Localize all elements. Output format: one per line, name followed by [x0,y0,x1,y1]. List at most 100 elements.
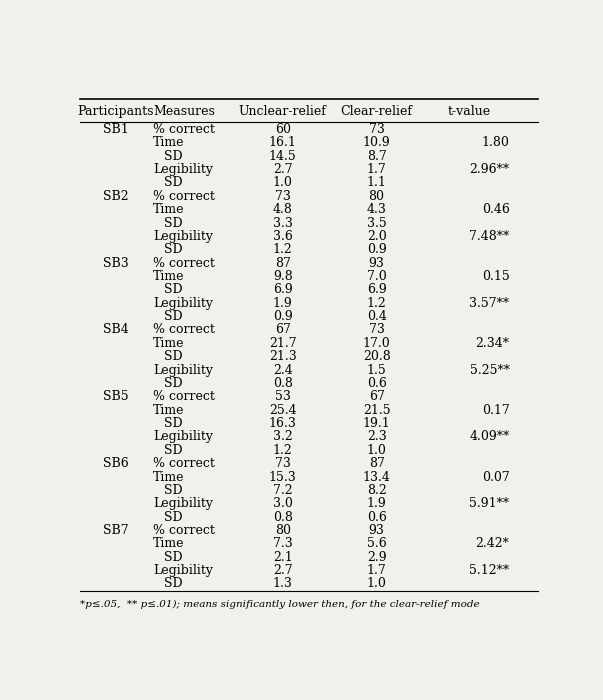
Text: 3.2: 3.2 [273,430,292,443]
Text: Legibility: Legibility [153,564,213,577]
Text: 3.57**: 3.57** [469,297,510,310]
Text: 6.9: 6.9 [367,284,387,296]
Text: 1.5: 1.5 [367,363,387,377]
Text: 1.0: 1.0 [367,578,387,591]
Text: 1.0: 1.0 [273,176,292,190]
Text: 5.12**: 5.12** [469,564,510,577]
Text: 0.4: 0.4 [367,310,387,323]
Text: SB3: SB3 [103,257,128,270]
Text: *p≤.05,  ** p≤.01); means significantly lower then, for the clear-relief mode: *p≤.05, ** p≤.01); means significantly l… [80,601,479,610]
Text: 3.3: 3.3 [273,216,292,230]
Text: 1.3: 1.3 [273,578,292,591]
Text: 2.3: 2.3 [367,430,387,443]
Text: SD: SD [164,310,183,323]
Text: Time: Time [153,270,185,283]
Text: SD: SD [164,551,183,564]
Text: t-value: t-value [448,105,491,118]
Text: 14.5: 14.5 [269,150,297,162]
Text: Legibility: Legibility [153,297,213,310]
Text: 4.3: 4.3 [367,203,387,216]
Text: Clear-relief: Clear-relief [341,105,412,118]
Text: Legibility: Legibility [153,497,213,510]
Text: 0.6: 0.6 [367,377,387,390]
Text: 2.34*: 2.34* [476,337,510,350]
Text: 0.46: 0.46 [482,203,510,216]
Text: 7.0: 7.0 [367,270,387,283]
Text: Participants: Participants [77,105,154,118]
Text: Time: Time [153,136,185,149]
Text: SD: SD [164,176,183,190]
Text: 53: 53 [275,391,291,403]
Text: 73: 73 [368,123,385,136]
Text: Unclear-relief: Unclear-relief [239,105,327,118]
Text: 0.6: 0.6 [367,510,387,524]
Text: % correct: % correct [153,257,215,270]
Text: 1.9: 1.9 [367,497,387,510]
Text: 3.5: 3.5 [367,216,387,230]
Text: 73: 73 [275,457,291,470]
Text: 2.0: 2.0 [367,230,387,243]
Text: 0.17: 0.17 [482,404,510,416]
Text: % correct: % correct [153,323,215,337]
Text: 87: 87 [368,457,385,470]
Text: 1.1: 1.1 [367,176,387,190]
Text: 1.9: 1.9 [273,297,292,310]
Text: 21.7: 21.7 [269,337,297,350]
Text: 2.4: 2.4 [273,363,292,377]
Text: Time: Time [153,404,185,416]
Text: Time: Time [153,538,185,550]
Text: 19.1: 19.1 [363,417,391,430]
Text: 16.3: 16.3 [269,417,297,430]
Text: 2.7: 2.7 [273,163,292,176]
Text: 5.6: 5.6 [367,538,387,550]
Text: 4.09**: 4.09** [469,430,510,443]
Text: 15.3: 15.3 [269,470,297,484]
Text: Time: Time [153,203,185,216]
Text: 21.5: 21.5 [363,404,390,416]
Text: Legibility: Legibility [153,363,213,377]
Text: 1.0: 1.0 [367,444,387,457]
Text: % correct: % correct [153,524,215,537]
Text: SB7: SB7 [103,524,128,537]
Text: Time: Time [153,470,185,484]
Text: 2.96**: 2.96** [469,163,510,176]
Text: 6.9: 6.9 [273,284,292,296]
Text: Time: Time [153,337,185,350]
Text: 93: 93 [368,257,385,270]
Text: 0.9: 0.9 [367,244,387,256]
Text: SD: SD [164,150,183,162]
Text: 7.48**: 7.48** [469,230,510,243]
Text: 67: 67 [368,391,385,403]
Text: 9.8: 9.8 [273,270,292,283]
Text: 80: 80 [368,190,385,203]
Text: 25.4: 25.4 [269,404,297,416]
Text: SD: SD [164,244,183,256]
Text: Legibility: Legibility [153,163,213,176]
Text: 93: 93 [368,524,385,537]
Text: 80: 80 [275,524,291,537]
Text: SB5: SB5 [103,391,128,403]
Text: 8.2: 8.2 [367,484,387,497]
Text: 10.9: 10.9 [363,136,391,149]
Text: Legibility: Legibility [153,230,213,243]
Text: 5.25**: 5.25** [470,363,510,377]
Text: 3.6: 3.6 [273,230,292,243]
Text: % correct: % correct [153,391,215,403]
Text: 2.1: 2.1 [273,551,292,564]
Text: 8.7: 8.7 [367,150,387,162]
Text: 2.9: 2.9 [367,551,387,564]
Text: 1.7: 1.7 [367,564,387,577]
Text: Measures: Measures [153,105,215,118]
Text: SD: SD [164,444,183,457]
Text: 73: 73 [368,323,385,337]
Text: % correct: % correct [153,123,215,136]
Text: SB2: SB2 [103,190,128,203]
Text: 87: 87 [275,257,291,270]
Text: 21.3: 21.3 [269,350,297,363]
Text: 17.0: 17.0 [363,337,391,350]
Text: SD: SD [164,510,183,524]
Text: SD: SD [164,417,183,430]
Text: SD: SD [164,578,183,591]
Text: 1.2: 1.2 [273,244,292,256]
Text: 67: 67 [275,323,291,337]
